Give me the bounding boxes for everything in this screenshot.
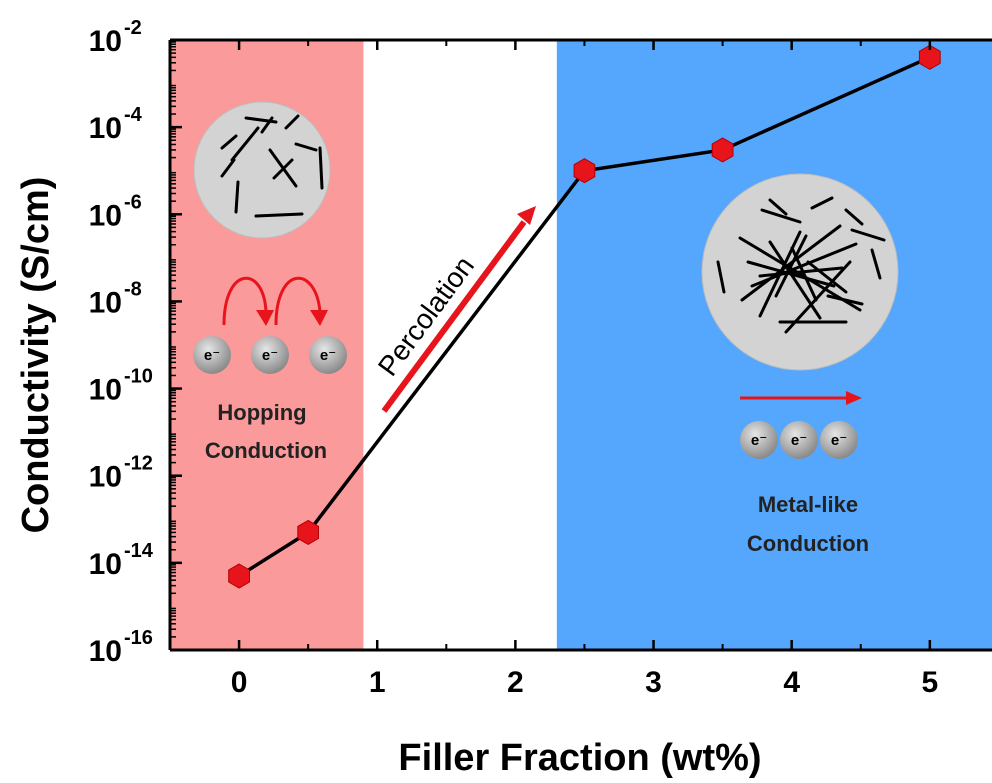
metal-label-line-2: Conduction [747,531,869,556]
electron-label: e⁻ [751,432,767,449]
y-tick-exponent: -8 [124,278,142,300]
y-tick-exponent: -16 [124,627,153,649]
data-point [918,44,941,70]
percolation-label: Percolation [372,251,480,382]
electron-label: e⁻ [831,432,847,449]
data-point [573,158,596,184]
x-tick-label: 1 [369,666,386,699]
x-tick-label: 2 [507,666,524,699]
y-tick-exponent: -10 [124,366,153,388]
electron-label: e⁻ [320,347,336,364]
electron-row-metal: e⁻ e⁻ e⁻ [740,421,858,459]
y-tick-label: 10 [89,374,122,407]
y-tick-label: 10 [89,286,122,319]
data-point [228,563,250,589]
y-tick-exponent: -14 [124,540,154,562]
data-point [711,137,734,163]
y-tick-exponent: -2 [124,17,142,39]
electron-label: e⁻ [262,347,278,364]
electron-label: e⁻ [204,347,220,364]
x-axis-title: Filler Fraction (wt%) [398,737,761,779]
y-tick-exponent: -4 [124,104,143,126]
y-tick-exponent: -6 [124,191,142,213]
x-tick-label: 4 [783,666,800,699]
data-point [297,519,319,545]
y-axis-title: Conductivity (S/cm) [15,177,57,534]
x-tick-label: 5 [921,666,938,699]
axes-layer: 0 1 2 3 4 510-1610-1410-1210-1010-810-610-410… [89,17,992,699]
percolation-arrow [381,206,536,413]
y-tick-label: 10 [89,25,122,58]
y-tick-label: 10 [89,199,122,232]
y-tick-label: 10 [89,635,122,668]
metal-label-line-1: Metal-like [758,492,858,517]
metal-arrow [740,391,862,405]
y-tick-label: 10 [89,112,122,145]
hopping-arrow-head-2 [310,310,328,326]
dense-filler-illustration [701,173,899,371]
y-tick-exponent: -12 [124,453,153,475]
y-tick-label: 10 [89,548,122,581]
x-tick-label: 3 [645,666,662,699]
series-layer [228,44,941,589]
electron-row-hopping: e⁻ e⁻ e⁻ [193,336,347,374]
y-tick-label: 10 [89,461,122,494]
sparse-filler-illustration [193,101,331,239]
hopping-label-line-2: Conduction [205,438,327,463]
hopping-arrow-head-1 [256,310,274,326]
electron-label: e⁻ [791,432,807,449]
x-tick-label: 0 [231,666,248,699]
hopping-label-line-1: Hopping [217,400,306,425]
hopping-arrows [222,276,322,326]
